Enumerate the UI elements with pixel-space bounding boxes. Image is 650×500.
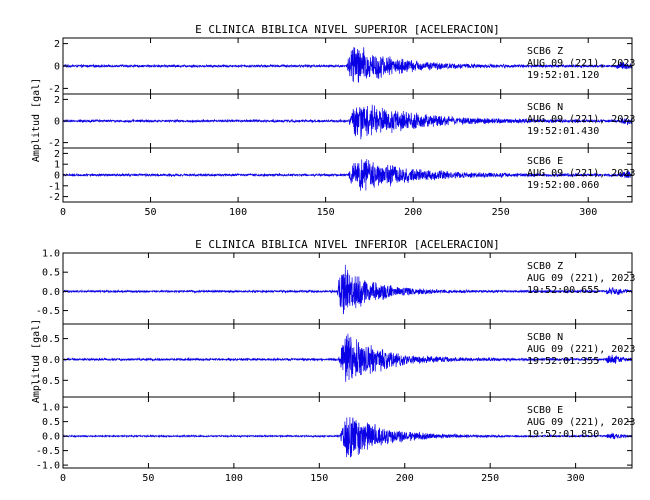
waveform-trace [63,333,632,382]
y-tick-label: 1 [54,160,60,171]
station-label: SCB6 Z [527,46,563,57]
y-tick-label: -2 [48,84,60,95]
x-tick-label: 0 [60,473,66,484]
time-label: 19:52:01.430 [527,126,599,137]
x-tick-label: 100 [225,473,243,484]
panel-frame [62,396,633,469]
date-label: AUG 09 (221), 2023 [527,58,635,69]
y-axis-label: Amplitud [gal] [31,319,42,403]
y-tick-label: 0.0 [42,432,60,443]
y-tick-label: 0.5 [42,417,60,428]
chart-inferior: E CLINICA BIBLICA NIVEL INFERIOR [ACELER… [31,238,635,484]
y-tick-label: 2 [54,95,60,106]
y-tick-label: -0.5 [36,306,60,317]
waveform-trace [63,104,632,140]
waveform-trace [63,417,632,458]
waveform-trace [63,47,632,83]
y-tick-label: 2 [54,39,60,50]
time-label: 19:52:01.850 [527,429,599,440]
date-label: AUG 09 (221), 2023 [527,344,635,355]
x-tick-label: 200 [404,207,422,218]
y-tick-label: 0.5 [42,268,60,279]
x-tick-label: 300 [567,473,585,484]
x-tick-label: 100 [229,207,247,218]
x-tick-label: 250 [481,473,499,484]
y-tick-label: 0 [54,117,60,128]
station-label: SCB0 E [527,405,563,416]
chart-title: E CLINICA BIBLICA NIVEL SUPERIOR [ACELER… [195,23,500,36]
y-tick-label: -2 [48,138,60,149]
y-tick-label: 0.5 [42,334,60,345]
date-label: AUG 09 (221), 2023 [527,114,635,125]
waveform-trace [63,159,632,191]
x-tick-label: 150 [310,473,328,484]
y-tick-label: 0.0 [42,287,60,298]
x-tick-label: 150 [317,207,335,218]
station-label: SCB0 Z [527,261,563,272]
time-label: 19:52:01.355 [527,356,599,367]
station-label: SCB0 N [527,332,563,343]
time-label: 19:52:00.655 [527,285,599,296]
date-label: AUG 09 (221), 2023 [527,273,635,284]
x-tick-label: 50 [145,207,157,218]
station-label: SCB6 N [527,102,563,113]
x-tick-label: 50 [142,473,154,484]
y-tick-label: 1.0 [42,403,60,414]
y-tick-label: -1.0 [36,461,60,472]
y-tick-label: 0.0 [42,355,60,366]
time-label: 19:52:00.060 [527,180,599,191]
x-tick-label: 250 [492,207,510,218]
station-label: SCB6 E [527,156,563,167]
y-tick-label: -1 [48,181,60,192]
y-tick-label: -0.5 [36,446,60,457]
time-label: 19:52:01.120 [527,70,599,81]
waveform-trace [63,264,632,315]
chart-superior: E CLINICA BIBLICA NIVEL SUPERIOR [ACELER… [31,23,635,218]
y-axis-label: Amplitud [gal] [31,78,42,162]
date-label: AUG 09 (221), 2023 [527,417,635,428]
y-tick-label: 2 [54,149,60,160]
x-tick-label: 0 [60,207,66,218]
y-tick-label: 1.0 [42,249,60,260]
y-tick-label: 0 [54,62,60,73]
y-tick-label: 0 [54,171,60,182]
x-tick-label: 200 [396,473,414,484]
date-label: AUG 09 (221), 2023 [527,168,635,179]
y-tick-label: -2 [48,192,60,203]
chart-title: E CLINICA BIBLICA NIVEL INFERIOR [ACELER… [195,238,500,251]
x-tick-label: 300 [579,207,597,218]
y-tick-label: -0.5 [36,376,60,387]
